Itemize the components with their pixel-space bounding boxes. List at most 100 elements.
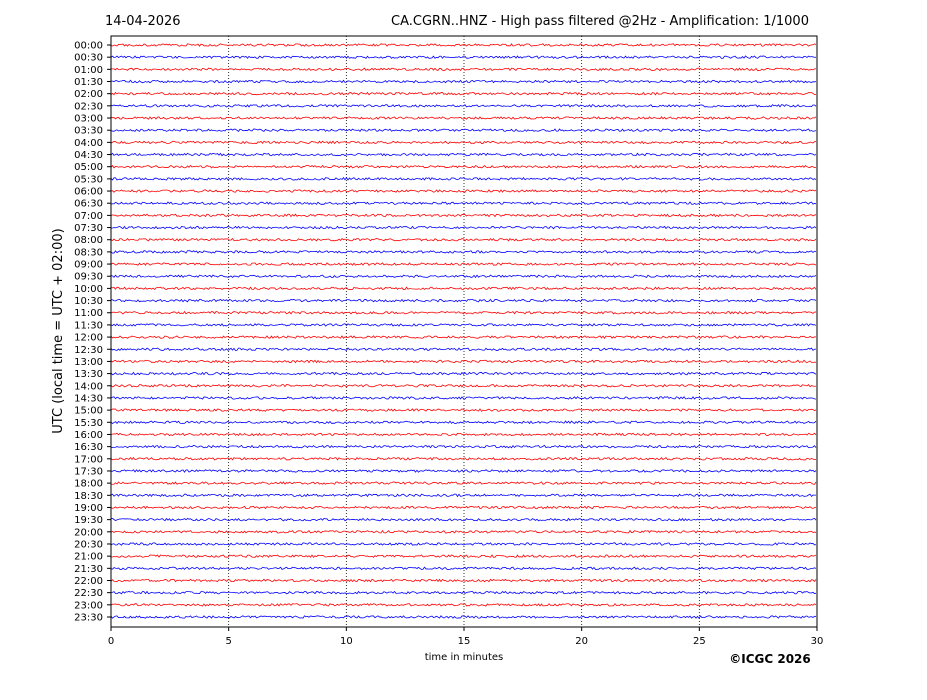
trace xyxy=(110,323,817,327)
y-tick-label: 19:30 xyxy=(74,515,103,526)
y-tick-label: 10:00 xyxy=(74,284,103,295)
x-axis-label: time in minutes xyxy=(425,652,504,663)
y-tick-label: 15:00 xyxy=(74,406,103,417)
y-tick-label: 14:00 xyxy=(74,381,103,392)
trace xyxy=(110,177,817,181)
y-tick-label: 00:30 xyxy=(74,53,103,64)
y-tick-label: 14:30 xyxy=(74,393,103,404)
chart-title: CA.CGRN..HNZ - High pass filtered @2Hz -… xyxy=(391,14,809,29)
y-tick-label: 21:00 xyxy=(74,552,103,563)
trace xyxy=(110,469,817,473)
trace xyxy=(110,286,817,291)
x-tick-label: 20 xyxy=(575,636,588,647)
trace xyxy=(110,140,817,145)
trace xyxy=(110,128,817,133)
y-tick-label: 04:30 xyxy=(74,150,103,161)
chart-date: 14-04-2026 xyxy=(105,14,181,29)
y-tick-label: 16:30 xyxy=(74,442,103,453)
y-tick-label: 22:00 xyxy=(74,576,103,587)
plot: 0 5 10 15 20 25 30 00:0000:3001:0001:3002:0002:… xyxy=(74,36,823,647)
trace xyxy=(110,164,817,169)
trace xyxy=(110,456,817,461)
plot-frame xyxy=(110,35,818,628)
y-tick-label: 04:00 xyxy=(74,138,103,149)
trace xyxy=(110,396,817,400)
y-tick-label: 02:00 xyxy=(74,89,103,100)
trace xyxy=(110,602,817,607)
y-tick-label: 00:00 xyxy=(74,41,103,52)
y-tick-label: 09:00 xyxy=(74,260,103,271)
x-tick-label: 25 xyxy=(693,636,706,647)
y-tick-label: 03:00 xyxy=(74,114,103,125)
y-tick-label: 10:30 xyxy=(74,296,103,307)
trace xyxy=(110,420,817,425)
y-tick-label: 05:00 xyxy=(74,162,103,173)
trace xyxy=(110,493,817,498)
y-tick-label: 01:00 xyxy=(74,65,103,76)
y-tick-label: 06:30 xyxy=(74,199,103,210)
y-tick-label: 08:30 xyxy=(74,247,103,258)
y-tick-label: 03:30 xyxy=(74,126,103,137)
trace xyxy=(110,347,817,352)
y-tick-label: 20:30 xyxy=(74,539,103,550)
trace xyxy=(110,91,817,96)
trace xyxy=(110,104,817,108)
y-tick-label: 07:00 xyxy=(74,211,103,222)
trace xyxy=(110,334,817,339)
trace xyxy=(110,152,817,157)
y-tick-label: 07:30 xyxy=(74,223,103,234)
y-tick-label: 01:30 xyxy=(74,77,103,88)
y-tick-label: 12:00 xyxy=(74,333,103,344)
y-tick-label: 11:30 xyxy=(74,320,103,331)
credit: ©ICGC 2026 xyxy=(729,652,811,666)
y-tick-label: 15:30 xyxy=(74,418,103,429)
y-tick-label: 12:30 xyxy=(74,345,103,356)
trace xyxy=(110,201,817,205)
trace xyxy=(110,359,817,364)
trace xyxy=(110,310,817,315)
trace xyxy=(110,262,817,266)
x-tick-label: 0 xyxy=(108,636,114,647)
y-tick-label: 16:00 xyxy=(74,430,103,441)
trace xyxy=(110,505,817,510)
y-tick-label: 09:30 xyxy=(74,272,103,283)
y-tick-label: 21:30 xyxy=(74,564,103,575)
y-tick-label: 18:30 xyxy=(74,491,103,502)
y-tick-label: 19:00 xyxy=(74,503,103,514)
y-tick-label: 17:00 xyxy=(74,454,103,465)
trace xyxy=(110,298,817,303)
y-tick-label: 06:00 xyxy=(74,187,103,198)
trace xyxy=(110,371,817,376)
trace xyxy=(110,274,817,279)
trace xyxy=(110,43,817,47)
trace xyxy=(110,116,817,120)
trace xyxy=(110,578,817,583)
trace xyxy=(110,237,817,242)
trace xyxy=(110,250,817,254)
trace xyxy=(110,542,817,546)
trace xyxy=(110,55,817,59)
y-tick-label: 18:00 xyxy=(74,479,103,490)
trace xyxy=(110,481,817,485)
trace xyxy=(110,432,817,437)
trace xyxy=(110,408,817,412)
y-tick-label: 13:30 xyxy=(74,369,103,380)
trace xyxy=(110,213,817,218)
y-tick-label: 20:00 xyxy=(74,527,103,538)
trace xyxy=(110,529,817,534)
trace xyxy=(110,554,817,558)
trace xyxy=(110,517,817,522)
y-tick-label: 02:30 xyxy=(74,101,103,112)
y-tick-label: 23:00 xyxy=(74,600,103,611)
y-axis-label: UTC (local time = UTC + 02:00) xyxy=(51,228,66,433)
trace xyxy=(110,225,817,230)
trace xyxy=(110,79,817,84)
x-tick-label: 30 xyxy=(811,636,824,647)
y-tick-label: 13:00 xyxy=(74,357,103,368)
y-tick-label: 11:00 xyxy=(74,308,103,319)
x-tick-label: 15 xyxy=(458,636,471,647)
trace xyxy=(110,566,817,571)
y-tick-label: 23:30 xyxy=(74,613,103,624)
